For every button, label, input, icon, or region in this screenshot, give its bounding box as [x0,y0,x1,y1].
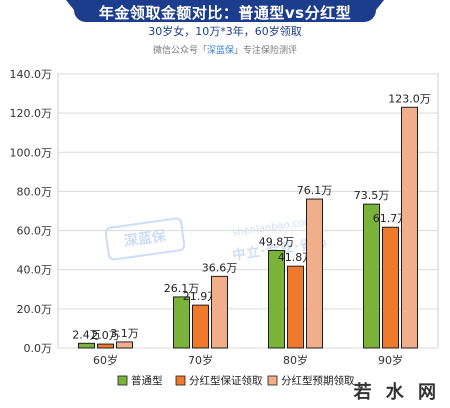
y-tick-label: 0.0万 [24,342,53,355]
y-tick-label: 60.0万 [17,225,53,238]
y-tick-label: 140.0万 [10,68,53,81]
data-label: 3.1万 [110,327,139,340]
legend-label: 分红型保证领取 [189,374,263,387]
bar [116,341,133,349]
y-tick-label: 20.0万 [17,303,53,316]
y-tick-label: 120.0万 [10,107,53,120]
data-label: 26.1万 [164,282,200,295]
plot-area [57,73,439,349]
y-tick-label: 40.0万 [17,264,53,277]
bar [382,226,399,349]
title-banner: 年金领取金额对比：普通型vs分红型 [74,0,376,22]
x-tick-label: 60岁 [93,353,118,367]
bar [268,250,285,349]
data-label: 61.7万 [373,212,409,225]
source-suffix: 」专注保险测评 [234,46,298,56]
bar [78,342,95,349]
bar [363,203,380,349]
y-tick-label: 100.0万 [10,146,53,159]
bar [306,198,323,349]
chart-header: 年金领取金额对比：普通型vs分红型 30岁女，10万*3年，60岁领取 微信公众… [0,0,450,56]
bar [173,296,190,349]
legend-swatch [267,375,278,386]
legend-label: 普通型 [131,374,163,387]
legend-label: 分红型预期领取 [281,374,355,387]
bar [211,275,228,349]
x-tick-label: 90岁 [378,353,403,367]
data-label: 73.5万 [354,189,390,202]
source-name: 深蓝保 [206,46,234,56]
source-prefix: 微信公众号「 [152,46,207,56]
data-label: 76.1万 [297,184,333,197]
data-label: 2.4万 [72,328,101,341]
bar [192,304,209,349]
data-label: 123.0万 [388,92,431,105]
data-label: 2.0万 [91,329,120,342]
data-label: 36.6万 [202,261,238,274]
data-label: 41.8万 [278,251,314,264]
bar [287,265,304,349]
legend-swatch [175,375,186,386]
data-label: 21.9万 [183,290,219,303]
chart-subtitle: 30岁女，10万*3年，60岁领取 [148,25,302,38]
y-tick-label: 80.0万 [17,185,53,198]
x-tick-label: 80岁 [283,353,308,367]
data-label: 49.8万 [259,236,295,249]
legend-swatch [117,375,128,386]
bar [401,106,418,349]
chart-title: 年金领取金额对比：普通型vs分红型 [98,4,352,22]
x-tick-label: 70岁 [188,353,213,367]
source-note: 微信公众号「深蓝保」专注保险测评 [0,43,450,56]
bar [97,343,114,349]
brand-logo: 若 水 网 [353,382,440,403]
